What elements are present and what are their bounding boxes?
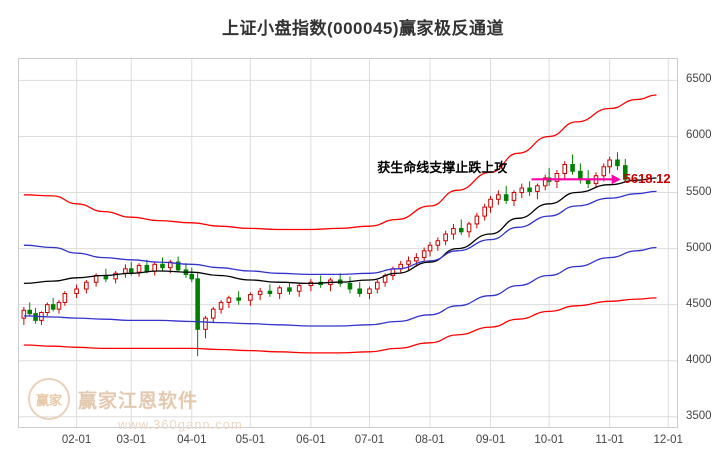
y-axis-tick: 6000: [686, 129, 712, 142]
y-axis-tick: 4500: [686, 297, 712, 310]
y-axis-tick: 3500: [686, 409, 712, 422]
x-axis-tick: 04-01: [177, 434, 207, 446]
x-axis-tick: 08-01: [415, 434, 445, 446]
x-axis-tick: 09-01: [475, 434, 506, 446]
x-axis-tick: 12-01: [653, 434, 683, 446]
x-axis-tick: 03-01: [116, 434, 146, 446]
watermark-site: www.360gann.com: [118, 417, 243, 432]
annotation-text: 获生命线支撑止跌上攻: [377, 160, 508, 176]
watermark: 赢家 赢家江恩软件: [28, 378, 198, 420]
watermark-brand: 赢家江恩软件: [78, 390, 199, 412]
chart-canvas: [18, 58, 678, 428]
plot-area: [18, 58, 678, 428]
watermark-logo: 赢家: [28, 378, 70, 420]
x-axis-tick: 02-01: [61, 434, 92, 446]
x-axis-tick: 06-01: [296, 434, 326, 446]
x-axis-tick: 10-01: [534, 434, 564, 446]
y-axis-tick: 5000: [686, 241, 712, 254]
y-axis-tick: 4000: [686, 353, 712, 366]
chart-title: 上证小盘指数(000045)赢家极反通道: [221, 19, 505, 38]
x-axis-tick: 05-01: [235, 434, 266, 446]
y-axis-tick: 6500: [686, 73, 712, 86]
y-axis-tick: 5500: [686, 185, 712, 198]
x-axis-tick: 11-01: [595, 434, 624, 446]
x-axis-tick: 07-01: [354, 434, 385, 446]
price-label: 5618.12: [623, 171, 671, 187]
